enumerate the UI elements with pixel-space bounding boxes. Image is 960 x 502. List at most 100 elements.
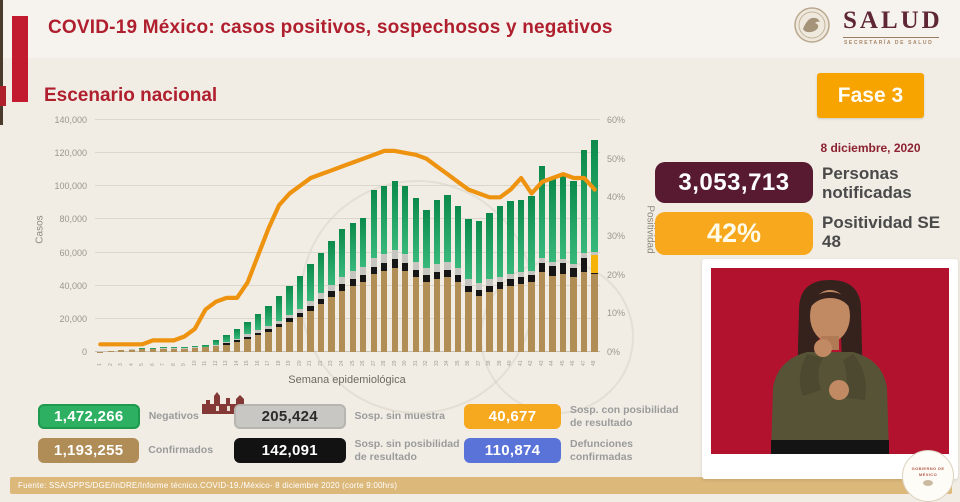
bar-segment	[423, 282, 430, 352]
bar-segment	[338, 290, 346, 352]
bar-segment	[286, 322, 293, 352]
bar-segment	[317, 298, 325, 304]
bar-week-23	[328, 241, 335, 352]
bar-segment	[149, 349, 156, 352]
bar-segment	[549, 265, 556, 276]
bar-segment	[507, 285, 514, 352]
bar-segment	[338, 284, 346, 291]
y-tick-label-left: 120,000	[54, 148, 87, 159]
bar-week-41	[517, 199, 525, 352]
bar-segment	[444, 269, 451, 278]
gridline	[95, 218, 600, 220]
bar-segment	[528, 196, 535, 271]
bar-week-28	[381, 186, 388, 352]
bar-segment	[486, 292, 493, 352]
bar-segment	[328, 285, 335, 292]
bar-segment	[212, 346, 220, 352]
bar-segment	[296, 275, 304, 309]
bar-segment	[433, 271, 441, 280]
page-title: COVID-19 México: casos positivos, sospec…	[48, 17, 613, 38]
bar-week-6	[149, 347, 156, 352]
bar-segment	[454, 282, 462, 352]
bar-week-16	[254, 313, 262, 352]
bar-segment	[181, 348, 188, 352]
bar-segment	[265, 326, 272, 330]
bar-week-11	[202, 344, 209, 352]
bar-segment	[433, 264, 441, 272]
bar-segment	[580, 149, 588, 254]
eagle-icon	[794, 7, 830, 43]
legend-item: 142,091 Sosp. sin posibilidad de resultad…	[234, 438, 464, 463]
bar-segment	[139, 347, 146, 349]
bar-week-37	[475, 221, 483, 352]
bar-segment	[128, 348, 135, 350]
seal-emblem-icon	[923, 479, 933, 486]
bar-week-30	[402, 186, 409, 352]
bar-segment	[412, 277, 420, 352]
legend-pill: 110,874	[464, 438, 561, 463]
bar-segment	[381, 254, 388, 263]
bar-segment	[202, 347, 209, 352]
seal-text-line2: MÉXICO	[918, 472, 938, 477]
bar-segment	[517, 199, 525, 273]
bar-week-13	[223, 335, 230, 352]
bar-week-21	[307, 264, 314, 352]
bar-week-9	[181, 347, 188, 352]
screen-edge-artifact-red	[0, 86, 6, 106]
legend-item: 205,424 Sosp. sin muestra	[234, 404, 464, 429]
bar-week-34	[444, 194, 451, 352]
bar-segment	[570, 263, 577, 268]
bar-week-18	[275, 295, 283, 352]
bar-segment	[349, 278, 356, 286]
bar-segment	[475, 295, 483, 352]
interpreter-panel	[702, 259, 958, 479]
bar-segment	[286, 285, 293, 315]
bar-segment	[496, 282, 504, 290]
legend-pill: 40,677	[464, 404, 561, 429]
stat-positivity-label: Positividad SE 48	[822, 213, 941, 252]
phase-badge: Fase 3	[817, 73, 924, 118]
bar-week-43	[538, 166, 546, 352]
bar-week-4	[128, 348, 135, 352]
bar-segment	[160, 348, 167, 352]
stat-notified-label: Personas notificadas	[822, 164, 912, 203]
y-tick-label-right: 60%	[607, 115, 626, 125]
bar-segment	[486, 279, 493, 287]
bar-segment	[233, 340, 241, 343]
bar-segment	[139, 349, 146, 352]
bar-segment	[265, 329, 272, 333]
bar-segment	[170, 347, 178, 349]
plot-area	[95, 119, 600, 352]
bar-segment	[328, 291, 335, 298]
bar-segment	[128, 349, 135, 352]
bar-segment	[360, 275, 367, 283]
bar-week-35	[454, 206, 462, 352]
bar-segment	[349, 222, 356, 272]
bar-segment	[254, 335, 262, 352]
seal-text-line1: GOBIERNO DE	[911, 466, 945, 472]
bar-week-31	[412, 197, 420, 352]
bar-segment	[286, 318, 293, 323]
bar-segment	[170, 348, 178, 349]
bar-segment	[507, 201, 514, 274]
bar-segment	[381, 186, 388, 255]
legend-label: Negativos	[148, 410, 199, 423]
legend-label: Sosp. sin muestra	[354, 410, 445, 423]
bar-segment	[223, 342, 230, 344]
bar-segment	[307, 264, 314, 301]
bar-week-17	[265, 305, 272, 352]
bar-segment	[223, 343, 230, 345]
bar-segment	[496, 289, 504, 352]
bar-segment	[254, 313, 262, 331]
bar-segment	[223, 344, 230, 352]
legend-pill: 1,472,266	[38, 404, 140, 429]
bar-segment	[181, 348, 188, 349]
legend-label: Confirmados	[148, 444, 214, 457]
bar-segment	[570, 267, 577, 278]
bar-segment	[391, 250, 398, 260]
x-axis-line	[95, 351, 600, 352]
gridline	[95, 284, 600, 286]
bar-segment	[233, 328, 241, 339]
legend-label: Sosp. sin posibilidad de resultado	[354, 438, 460, 463]
